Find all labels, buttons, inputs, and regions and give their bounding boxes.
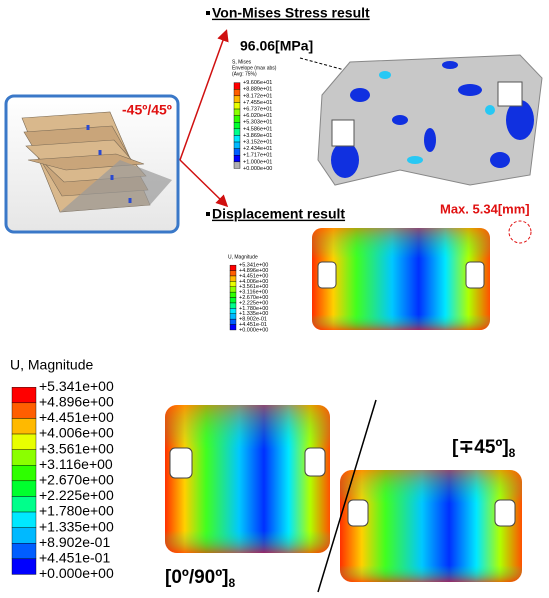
arrow <box>180 160 226 205</box>
legend-swatch <box>234 135 240 142</box>
stress-plate <box>318 55 542 185</box>
legend-swatch <box>230 314 236 319</box>
legend-label: +5.303e+01 <box>243 120 272 126</box>
case-label-text: [∓45º] <box>452 437 509 458</box>
max-label: Max. 5.34[mm] <box>440 201 530 216</box>
legend-swatch <box>234 83 240 90</box>
legend-swatch <box>12 496 36 512</box>
legend-swatch <box>230 265 236 270</box>
legend-label: +0.000e+00 <box>39 565 114 581</box>
case-label-text: [0º/90º] <box>165 567 229 588</box>
section-title: Displacement result <box>212 206 345 222</box>
legend-label: +6.020e+01 <box>243 113 272 119</box>
legend-label: +4.451e+00 <box>39 409 114 425</box>
legend-swatch <box>230 276 236 281</box>
legend-swatch <box>234 162 240 169</box>
legend-swatch <box>12 403 36 419</box>
legend-label: +8.889e+01 <box>243 87 272 93</box>
legend-label: +4.586e+01 <box>243 126 272 132</box>
legend-swatch <box>230 308 236 313</box>
legend-swatch <box>12 434 36 450</box>
legend-swatch <box>234 129 240 136</box>
legend-label: +6.737e+01 <box>243 106 272 112</box>
legend-swatch <box>234 116 240 123</box>
peak-label: 96.06[MPa] <box>240 38 313 54</box>
legend-label: +0.000e+00 <box>239 327 268 333</box>
layup-label: -45º/45º <box>122 102 172 118</box>
legend-label: +5.341e+00 <box>39 378 114 394</box>
legend-swatch <box>230 303 236 308</box>
legend-swatch <box>230 298 236 303</box>
legend-label: +3.152e+01 <box>243 139 272 145</box>
case-subscript: 8 <box>509 446 516 460</box>
legend-label: +3.869e+01 <box>243 133 272 139</box>
legend-swatch <box>12 559 36 575</box>
legend-swatch <box>230 319 236 324</box>
legend-swatch <box>234 122 240 129</box>
arrow <box>180 32 226 160</box>
legend-label: +2.225e+00 <box>39 487 114 503</box>
legend-label: +2.434e+01 <box>243 146 272 152</box>
figure: Von-Mises Stress result Displacement res… <box>0 0 549 598</box>
legend-swatch <box>234 109 240 116</box>
legend-title: U, Magnitude <box>10 357 93 373</box>
displacement-plate <box>312 228 490 330</box>
legend-swatch <box>234 142 240 149</box>
legend-swatch <box>230 325 236 330</box>
legend-label: +3.116e+00 <box>39 456 113 472</box>
legend-swatch <box>12 418 36 434</box>
legend-swatch <box>234 155 240 162</box>
legend-label: +1.335e+00 <box>39 518 114 534</box>
legend-swatch <box>234 96 240 103</box>
bullet <box>206 212 210 216</box>
case-label: [∓45º]8 <box>452 437 516 460</box>
legend-swatch <box>12 465 36 481</box>
plate-0-90 <box>165 405 330 553</box>
displacement-legend-small: U, Magnitude+5.341e+00+4.896e+00+4.451e+… <box>228 254 268 333</box>
legend-title: U, Magnitude <box>228 254 258 260</box>
legend-label: +2.670e+00 <box>39 472 114 488</box>
legend-swatch <box>230 281 236 286</box>
legend-swatch <box>12 450 36 466</box>
legend-label: +8.172e+01 <box>243 93 272 99</box>
legend-swatch <box>12 543 36 559</box>
case-label: [0º/90º]8 <box>165 567 236 590</box>
displacement-legend: U, Magnitude +5.341e+00+4.896e+00+4.451e+… <box>10 357 114 581</box>
legend-label: +0.000e+00 <box>243 166 272 172</box>
legend-swatch <box>12 528 36 544</box>
max-marker <box>509 221 531 243</box>
legend-swatch <box>230 271 236 276</box>
plate-45 <box>340 470 522 582</box>
legend-label: +8.902e-01 <box>39 534 110 550</box>
legend-swatch <box>230 287 236 292</box>
legend-swatch <box>234 102 240 109</box>
legend-label: +4.451e-01 <box>39 550 110 566</box>
section-title: Von-Mises Stress result <box>212 5 370 21</box>
legend-swatch <box>234 89 240 96</box>
bullet <box>206 11 210 15</box>
legend-swatch <box>230 292 236 297</box>
legend-label: +4.896e+00 <box>39 394 114 410</box>
layup-inset: -45º/45º <box>6 96 178 232</box>
legend-label: +3.561e+00 <box>39 440 114 456</box>
legend-label: +1.717e+01 <box>243 153 272 159</box>
legend-swatch <box>12 387 36 403</box>
legend-label: +9.606e+01 <box>243 80 272 86</box>
legend-title: (Avg: 75%) <box>232 71 257 77</box>
legend-label: +4.006e+00 <box>39 425 114 441</box>
legend-swatch <box>12 481 36 497</box>
page: {"stress_section": {"title": "Von-Mises … <box>0 0 549 598</box>
legend-label: +1.000e+01 <box>243 159 272 165</box>
case-subscript: 8 <box>229 576 236 590</box>
legend-swatch <box>234 149 240 156</box>
legend-swatch <box>12 512 36 528</box>
legend-label: +7.455e+01 <box>243 100 272 106</box>
legend-label: +1.780e+00 <box>39 503 114 519</box>
